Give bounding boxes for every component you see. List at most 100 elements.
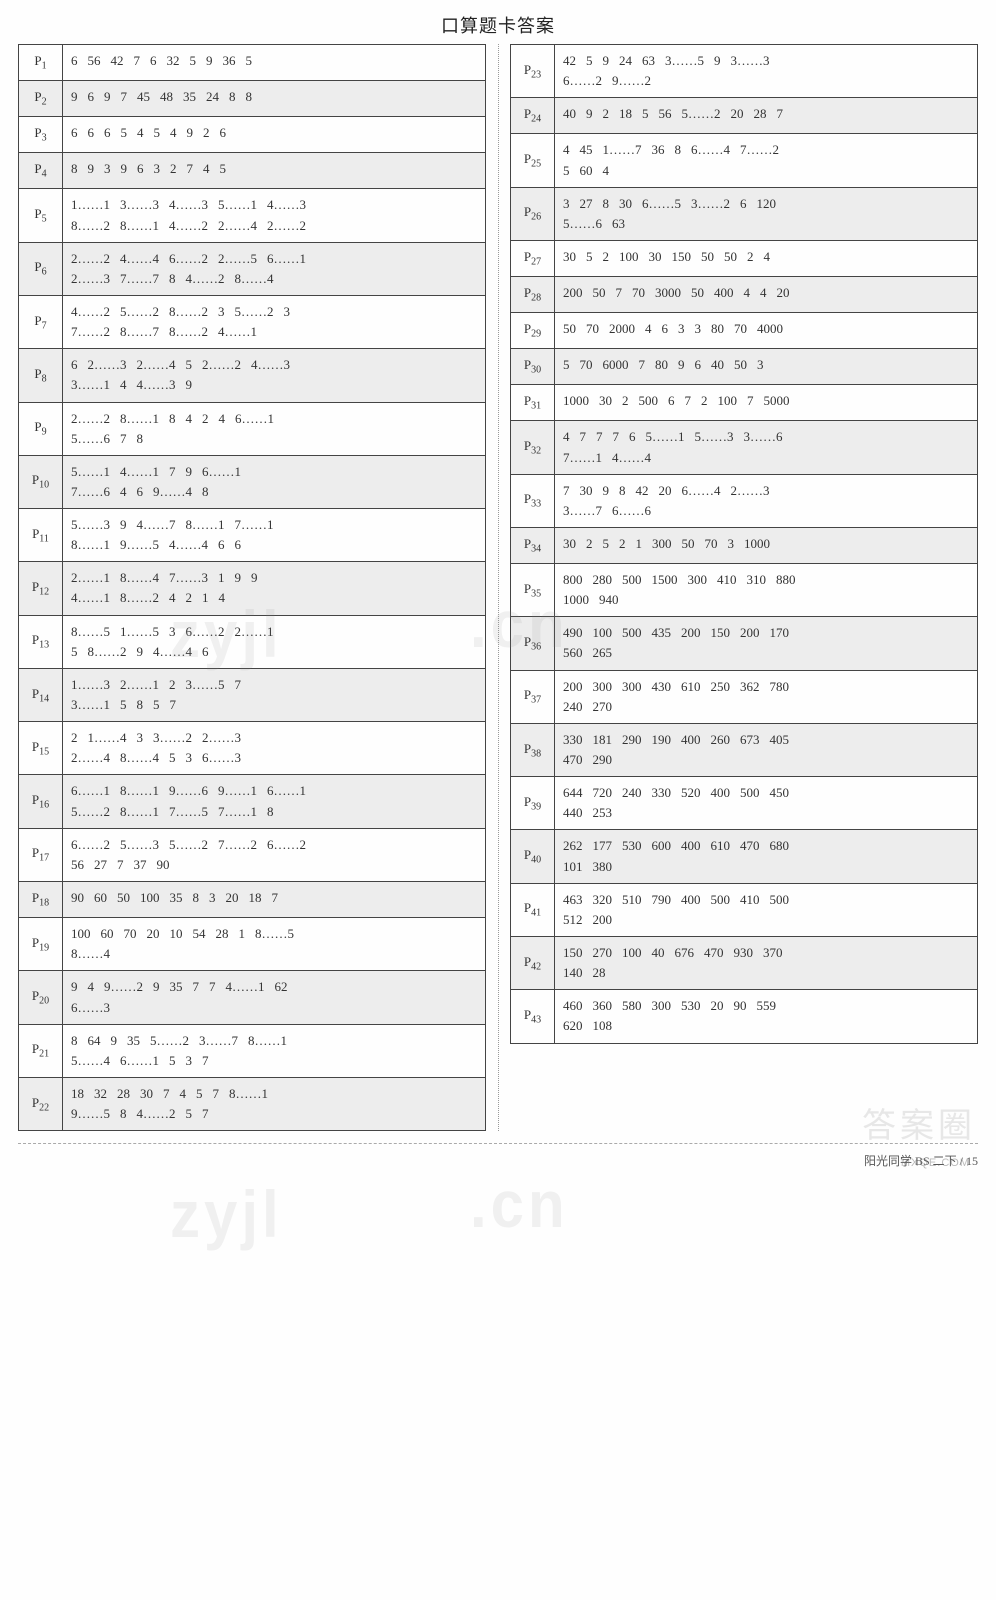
- answer-token: 9: [137, 642, 144, 662]
- answer-token: 5……2: [169, 835, 208, 855]
- answer-token: 6……1: [267, 781, 306, 801]
- answer-token: 7: [120, 429, 127, 449]
- row-key: P21: [19, 1024, 63, 1077]
- answer-token: 6……2: [186, 622, 225, 642]
- answer-token: 7: [777, 104, 784, 124]
- answer-token: 6: [235, 535, 242, 555]
- answer-token: 4: [169, 588, 176, 608]
- watermark-text: .cn: [470, 1167, 569, 1243]
- answer-token: 8: [71, 1031, 78, 1051]
- answer-token: 6000: [603, 355, 629, 375]
- row-value: 477765……15……33……67……14……4: [555, 421, 978, 474]
- answer-token: 6……2: [169, 249, 208, 269]
- table-row: P23425924633……593……36……29……2: [511, 45, 978, 98]
- answer-token: 490: [563, 623, 583, 643]
- answer-token: 35: [170, 888, 183, 908]
- answer-token: 8……1: [248, 1031, 287, 1051]
- table-row: P92……28……184246……15……678: [19, 402, 486, 455]
- row-key: P32: [511, 421, 555, 474]
- row-key: P4: [19, 153, 63, 189]
- answer-token: 42: [563, 51, 576, 71]
- answer-token: 440: [563, 803, 583, 823]
- answer-token: 60: [94, 888, 107, 908]
- table-row: P3057060007809640503: [511, 349, 978, 385]
- row-value: 2……28……184246……15……678: [63, 402, 486, 455]
- answer-token: 6……1: [71, 781, 110, 801]
- answer-token: 100: [619, 247, 639, 267]
- answer-token: 3: [678, 319, 685, 339]
- answer-token: 6……4: [691, 140, 730, 160]
- answer-token: 28: [117, 1084, 130, 1104]
- answer-token: 520: [681, 783, 701, 803]
- answer-token: 310: [747, 570, 767, 590]
- answer-token: 3……1: [71, 695, 110, 715]
- answer-token: 9……2: [104, 977, 143, 997]
- table-row: P166……18……19……69……16……15……28……17……57……18: [19, 775, 486, 828]
- table-row: P263278306……53……261205……663: [511, 187, 978, 240]
- answer-token: 1……7: [603, 140, 642, 160]
- table-row: P28200507703000504004420: [511, 277, 978, 313]
- answer-token: 4: [180, 1084, 187, 1104]
- row-value: 5……14……1796……17……6469……48: [63, 455, 486, 508]
- row-key-sub: 33: [531, 499, 541, 510]
- answer-token: 8……4: [71, 944, 110, 964]
- row-value: 302521300507031000: [555, 527, 978, 563]
- answer-token: 2……3: [202, 728, 241, 748]
- row-key: P40: [511, 830, 555, 883]
- answer-token: 560: [563, 643, 583, 663]
- answer-token: 5: [246, 51, 253, 71]
- table-row: P31100030250067210075000: [511, 385, 978, 421]
- answer-token: 20: [711, 996, 724, 1016]
- table-row: P138……51……536……22……158……294……46: [19, 615, 486, 668]
- row-key-sub: 9: [42, 427, 47, 438]
- answer-token: 7……2: [740, 140, 779, 160]
- answer-token: 2: [603, 247, 610, 267]
- answer-token: 5: [186, 355, 193, 375]
- answer-token: 9: [186, 462, 193, 482]
- page-title: 口算题卡答案: [18, 12, 978, 38]
- answer-token: 2: [169, 675, 176, 695]
- answer-token: 5……6: [563, 214, 602, 234]
- answer-token: 3: [728, 534, 735, 554]
- answer-token: 250: [711, 677, 731, 697]
- row-key-sub: 8: [42, 373, 47, 384]
- answer-token: 7: [163, 1084, 170, 1104]
- answer-token: 3: [137, 728, 144, 748]
- table-row: P862……32……452……24……33……144……39: [19, 349, 486, 402]
- answer-token: 1000: [744, 534, 770, 554]
- answer-token: 530: [681, 996, 701, 1016]
- row-key-sub: 23: [531, 69, 541, 80]
- answer-token: 500: [622, 623, 642, 643]
- row-key-sub: 26: [531, 212, 541, 223]
- answer-token: 620: [563, 1016, 583, 1036]
- answer-token: 300: [593, 677, 613, 697]
- answer-token: 8……2: [120, 588, 159, 608]
- answer-token: 6: [668, 391, 675, 411]
- answer-token: 28: [593, 963, 606, 983]
- table-row: P20949……2935774……1626……3: [19, 971, 486, 1024]
- answer-token: 330: [563, 730, 583, 750]
- table-row: P122……18……47……31994……18……24214: [19, 562, 486, 615]
- answer-token: 8……2: [71, 216, 110, 236]
- answer-token: 70: [580, 355, 593, 375]
- row-key-sub: 14: [39, 693, 49, 704]
- answer-token: 300: [622, 677, 642, 697]
- answer-token: 32: [167, 51, 180, 71]
- answer-token: 8……7: [120, 322, 159, 342]
- answer-token: 3: [154, 159, 161, 179]
- row-key-sub: 17: [39, 853, 49, 864]
- answer-token: 8……4: [120, 568, 159, 588]
- row-key-sub: 36: [531, 642, 541, 653]
- row-key-sub: 22: [39, 1102, 49, 1113]
- answer-token: 4: [563, 427, 570, 447]
- row-key-sub: 28: [531, 293, 541, 304]
- answer-token: 8: [71, 159, 78, 179]
- row-key: P16: [19, 775, 63, 828]
- answer-token: 4: [88, 977, 95, 997]
- answer-token: 280: [593, 570, 613, 590]
- answer-token: 5: [563, 355, 570, 375]
- answer-token: 2: [586, 534, 593, 554]
- answer-token: 7: [747, 391, 754, 411]
- answer-token: 4: [603, 161, 610, 181]
- answer-token: 1……5: [120, 622, 159, 642]
